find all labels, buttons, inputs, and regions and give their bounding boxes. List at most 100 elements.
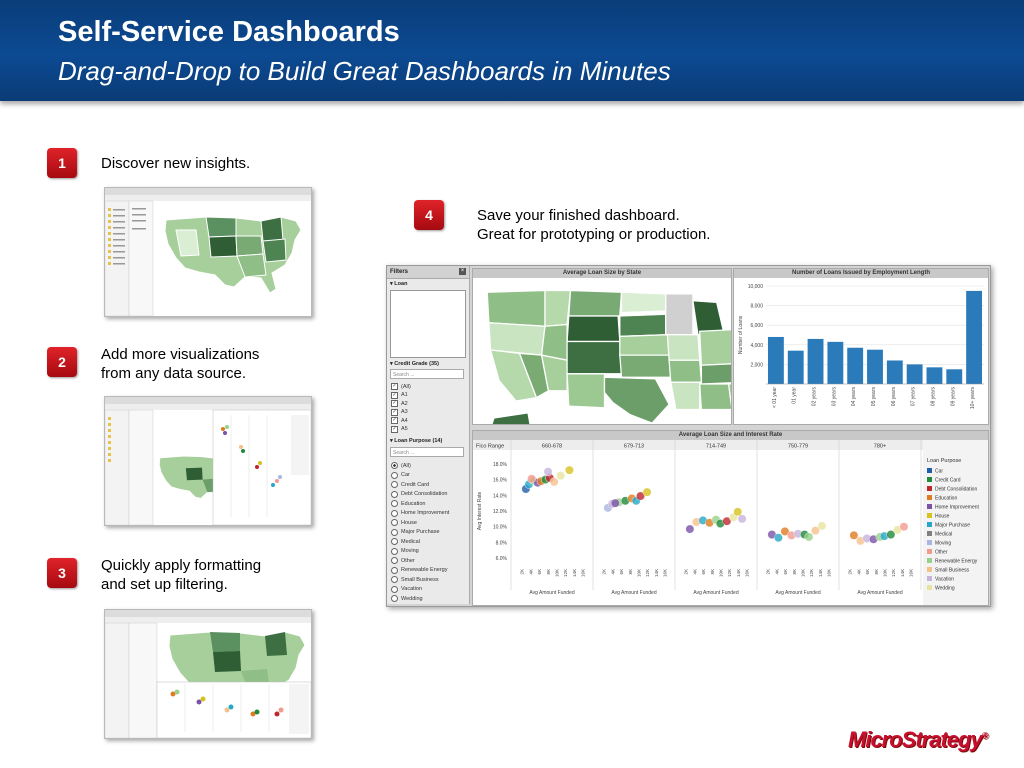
loan-purpose-option[interactable]: Home Improvement: [391, 509, 450, 517]
loan-purpose-option[interactable]: Other: [391, 557, 415, 564]
filters-panel: Filters × ▾ Loan ▾ Credit Grade (35) Sea…: [387, 266, 470, 604]
radio-icon[interactable]: [391, 528, 398, 536]
us-choropleth-map[interactable]: [473, 278, 786, 448]
checkbox-icon[interactable]: ✓: [391, 408, 398, 416]
x-axis-label: Avg Amount Funded: [611, 590, 656, 596]
scatter-point[interactable]: [780, 527, 790, 536]
map-panel: Average Loan Size by State: [472, 268, 786, 448]
loan-purpose-option-label: House: [401, 519, 417, 526]
scatter-point[interactable]: [811, 526, 820, 536]
credit-grade-label: Credit Grade (35): [394, 361, 439, 367]
loan-purpose-option[interactable]: Credit Card: [391, 481, 429, 488]
checkbox-icon[interactable]: ✓: [391, 400, 398, 407]
thumbnail-step-3: [104, 609, 312, 739]
scatter-point[interactable]: [642, 487, 652, 497]
x-tick-label: 2K: [848, 569, 853, 575]
loan-purpose-option[interactable]: House: [391, 519, 417, 526]
slide-title: Self-Service Dashboards: [58, 16, 400, 48]
loan-purpose-option-label: Credit Card: [401, 481, 430, 488]
loan-purpose-option[interactable]: (All): [391, 462, 411, 469]
radio-icon[interactable]: [391, 595, 398, 602]
loan-purpose-option-label: Moving: [401, 548, 419, 554]
credit-grade-search-input[interactable]: Search ...: [390, 369, 464, 379]
loan-filter-box[interactable]: [390, 290, 466, 358]
loan-purpose-option[interactable]: Small Business: [391, 576, 439, 583]
radio-icon[interactable]: [391, 490, 398, 498]
scatter-point[interactable]: [556, 471, 566, 481]
radio-icon[interactable]: [391, 481, 398, 488]
radio-icon[interactable]: [391, 509, 398, 517]
x-tick-label: 05 years: [871, 387, 877, 407]
radio-icon[interactable]: [391, 566, 398, 574]
scatter-point[interactable]: [774, 533, 783, 543]
y-tick-label: 6,000: [750, 323, 763, 329]
checkbox-icon[interactable]: ✓: [391, 391, 398, 399]
radio-icon[interactable]: [391, 547, 398, 555]
checkbox-icon[interactable]: ✓: [391, 383, 398, 390]
x-tick-label: 02 years: [812, 387, 818, 407]
legend-background: [923, 440, 988, 605]
loan-purpose-option[interactable]: Renewable Energy: [391, 566, 447, 574]
scatter-point[interactable]: [733, 507, 743, 517]
scatter-point[interactable]: [565, 465, 574, 475]
loan-purpose-search-input[interactable]: Search ...: [390, 447, 464, 457]
checkbox-icon[interactable]: ✓: [391, 417, 398, 424]
loan-filter-header[interactable]: ▾ Loan: [390, 281, 408, 287]
x-tick-label: 04 years: [851, 387, 857, 407]
credit-grade-option[interactable]: ✓ A2: [391, 400, 408, 407]
scatter-point[interactable]: [685, 524, 695, 534]
legend-item: Small Business: [935, 568, 970, 574]
credit-grade-option[interactable]: ✓ A1: [391, 391, 408, 399]
loan-purpose-option[interactable]: Debt Consolidation: [391, 490, 447, 498]
loan-purpose-option[interactable]: Wedding: [391, 595, 423, 602]
scatter-point[interactable]: [549, 477, 559, 487]
loan-purpose-option[interactable]: Education: [391, 500, 425, 507]
radio-icon[interactable]: [391, 519, 398, 526]
loan-purpose-option[interactable]: Medical: [391, 538, 420, 545]
scatter-point[interactable]: [737, 514, 747, 524]
x-tick-label: 16K: [827, 569, 832, 577]
step-3-line-1: Quickly apply formatting: [101, 557, 262, 574]
credit-grade-option[interactable]: ✓ (All): [391, 383, 411, 390]
scatter-point[interactable]: [527, 474, 536, 484]
radio-icon[interactable]: [391, 500, 398, 507]
loan-purpose-option[interactable]: Major Purchase: [391, 528, 440, 536]
scatter-point[interactable]: [722, 516, 732, 526]
credit-grade-filter-header[interactable]: ▾ Credit Grade (35): [390, 361, 439, 367]
legend-item: Credit Card: [935, 478, 961, 484]
loan-purpose-filter-header[interactable]: ▾ Loan Purpose (14): [390, 438, 443, 444]
scatter-point[interactable]: [899, 522, 909, 532]
panel-header: 780+: [874, 444, 886, 450]
credit-grade-option-label: A4: [401, 417, 408, 424]
radio-icon[interactable]: [391, 576, 398, 583]
checkbox-icon[interactable]: ✓: [391, 425, 398, 433]
radio-icon[interactable]: [391, 471, 398, 479]
radio-icon[interactable]: [391, 557, 398, 564]
scatter-point[interactable]: [817, 521, 827, 531]
scatter-point[interactable]: [543, 467, 553, 477]
credit-grade-option[interactable]: ✓ A5: [391, 425, 408, 433]
credit-grade-option[interactable]: ✓ A4: [391, 417, 408, 424]
scatter-point[interactable]: [886, 530, 896, 539]
scatter-point[interactable]: [804, 532, 814, 542]
radio-icon[interactable]: [391, 538, 398, 545]
radio-icon[interactable]: [391, 462, 398, 469]
y-tick-label: 8,000: [750, 304, 763, 310]
loan-purpose-option-label: Home Improvement: [401, 510, 450, 516]
scatter-point[interactable]: [849, 530, 859, 540]
step-2-text: Add more visualizations from any data so…: [101, 345, 259, 383]
x-tick-label: 6K: [537, 569, 542, 575]
loan-purpose-option[interactable]: Car: [391, 471, 410, 479]
close-icon[interactable]: ×: [459, 268, 466, 275]
loan-purpose-option[interactable]: Vacation: [391, 585, 422, 593]
bar-chart-panel: Number of Loans Issued by Employment Len…: [733, 268, 989, 425]
loan-purpose-option[interactable]: Moving: [391, 547, 419, 555]
bar: [847, 347, 864, 384]
credit-grade-option[interactable]: ✓ A3: [391, 408, 408, 416]
radio-icon[interactable]: [391, 585, 398, 593]
legend-swatch: [927, 540, 932, 545]
legend-swatch: [927, 513, 932, 518]
scatter-point[interactable]: [636, 491, 645, 501]
scatter-point[interactable]: [610, 498, 620, 508]
bar: [767, 336, 784, 384]
